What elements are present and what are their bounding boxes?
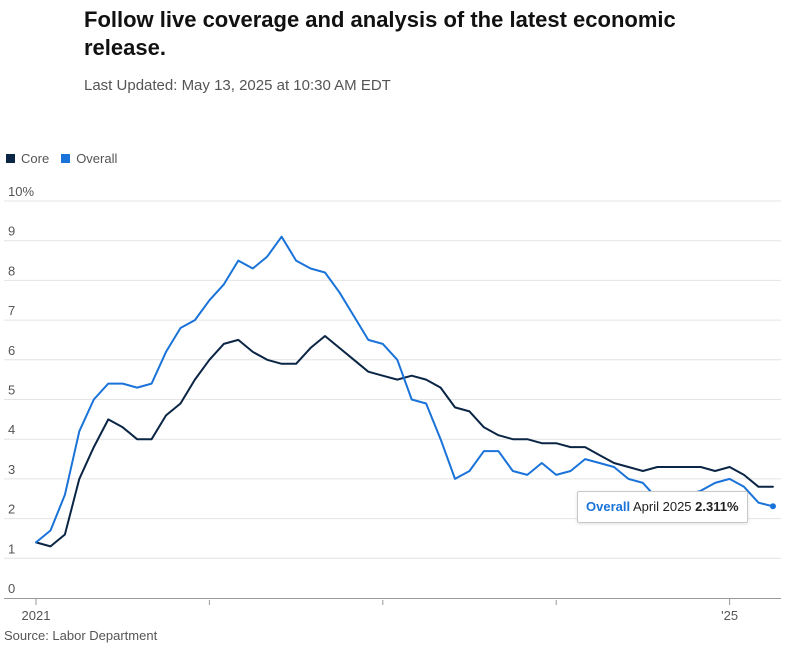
y-tick-label: 7 [8,303,15,318]
legend-label-core: Core [21,151,50,166]
tooltip-series: Overall [586,499,631,514]
source-note: Source: Labor Department [4,628,158,643]
last-updated: Last Updated: May 13, 2025 at 10:30 AM E… [84,77,391,94]
tooltip-date: April 2025 [633,499,692,514]
legend-label-overall: Overall [76,151,118,166]
x-tick-label: '25 [721,608,738,623]
overall-line [35,235,774,544]
y-tick-label: 4 [8,422,15,437]
y-tick-label: 5 [8,383,15,398]
y-tick-label: 1 [8,541,15,556]
y-tick-label: 0 [8,581,15,596]
x-tick-label: 2021 [22,608,51,623]
y-tick-label: 3 [8,462,15,477]
overall-latest-point[interactable] [769,503,776,510]
legend-item-core[interactable]: Core [6,151,49,166]
y-tick-label: 10% [8,184,34,199]
legend-item-overall[interactable]: Overall [61,151,117,166]
legend-swatch-overall [61,154,71,163]
headline: Follow live coverage and analysis of the… [84,7,676,60]
y-tick-label: 6 [8,343,15,358]
legend-swatch-core [6,154,15,163]
y-tick-label: 9 [8,224,15,239]
y-tick-label: 8 [8,263,15,278]
y-tick-label: 2 [8,502,15,517]
chart-legend: Core Overall [6,151,117,166]
tooltip-value: 2.311% [695,499,739,514]
chart-tooltip: Overall April 2025 2.311% [577,491,748,523]
